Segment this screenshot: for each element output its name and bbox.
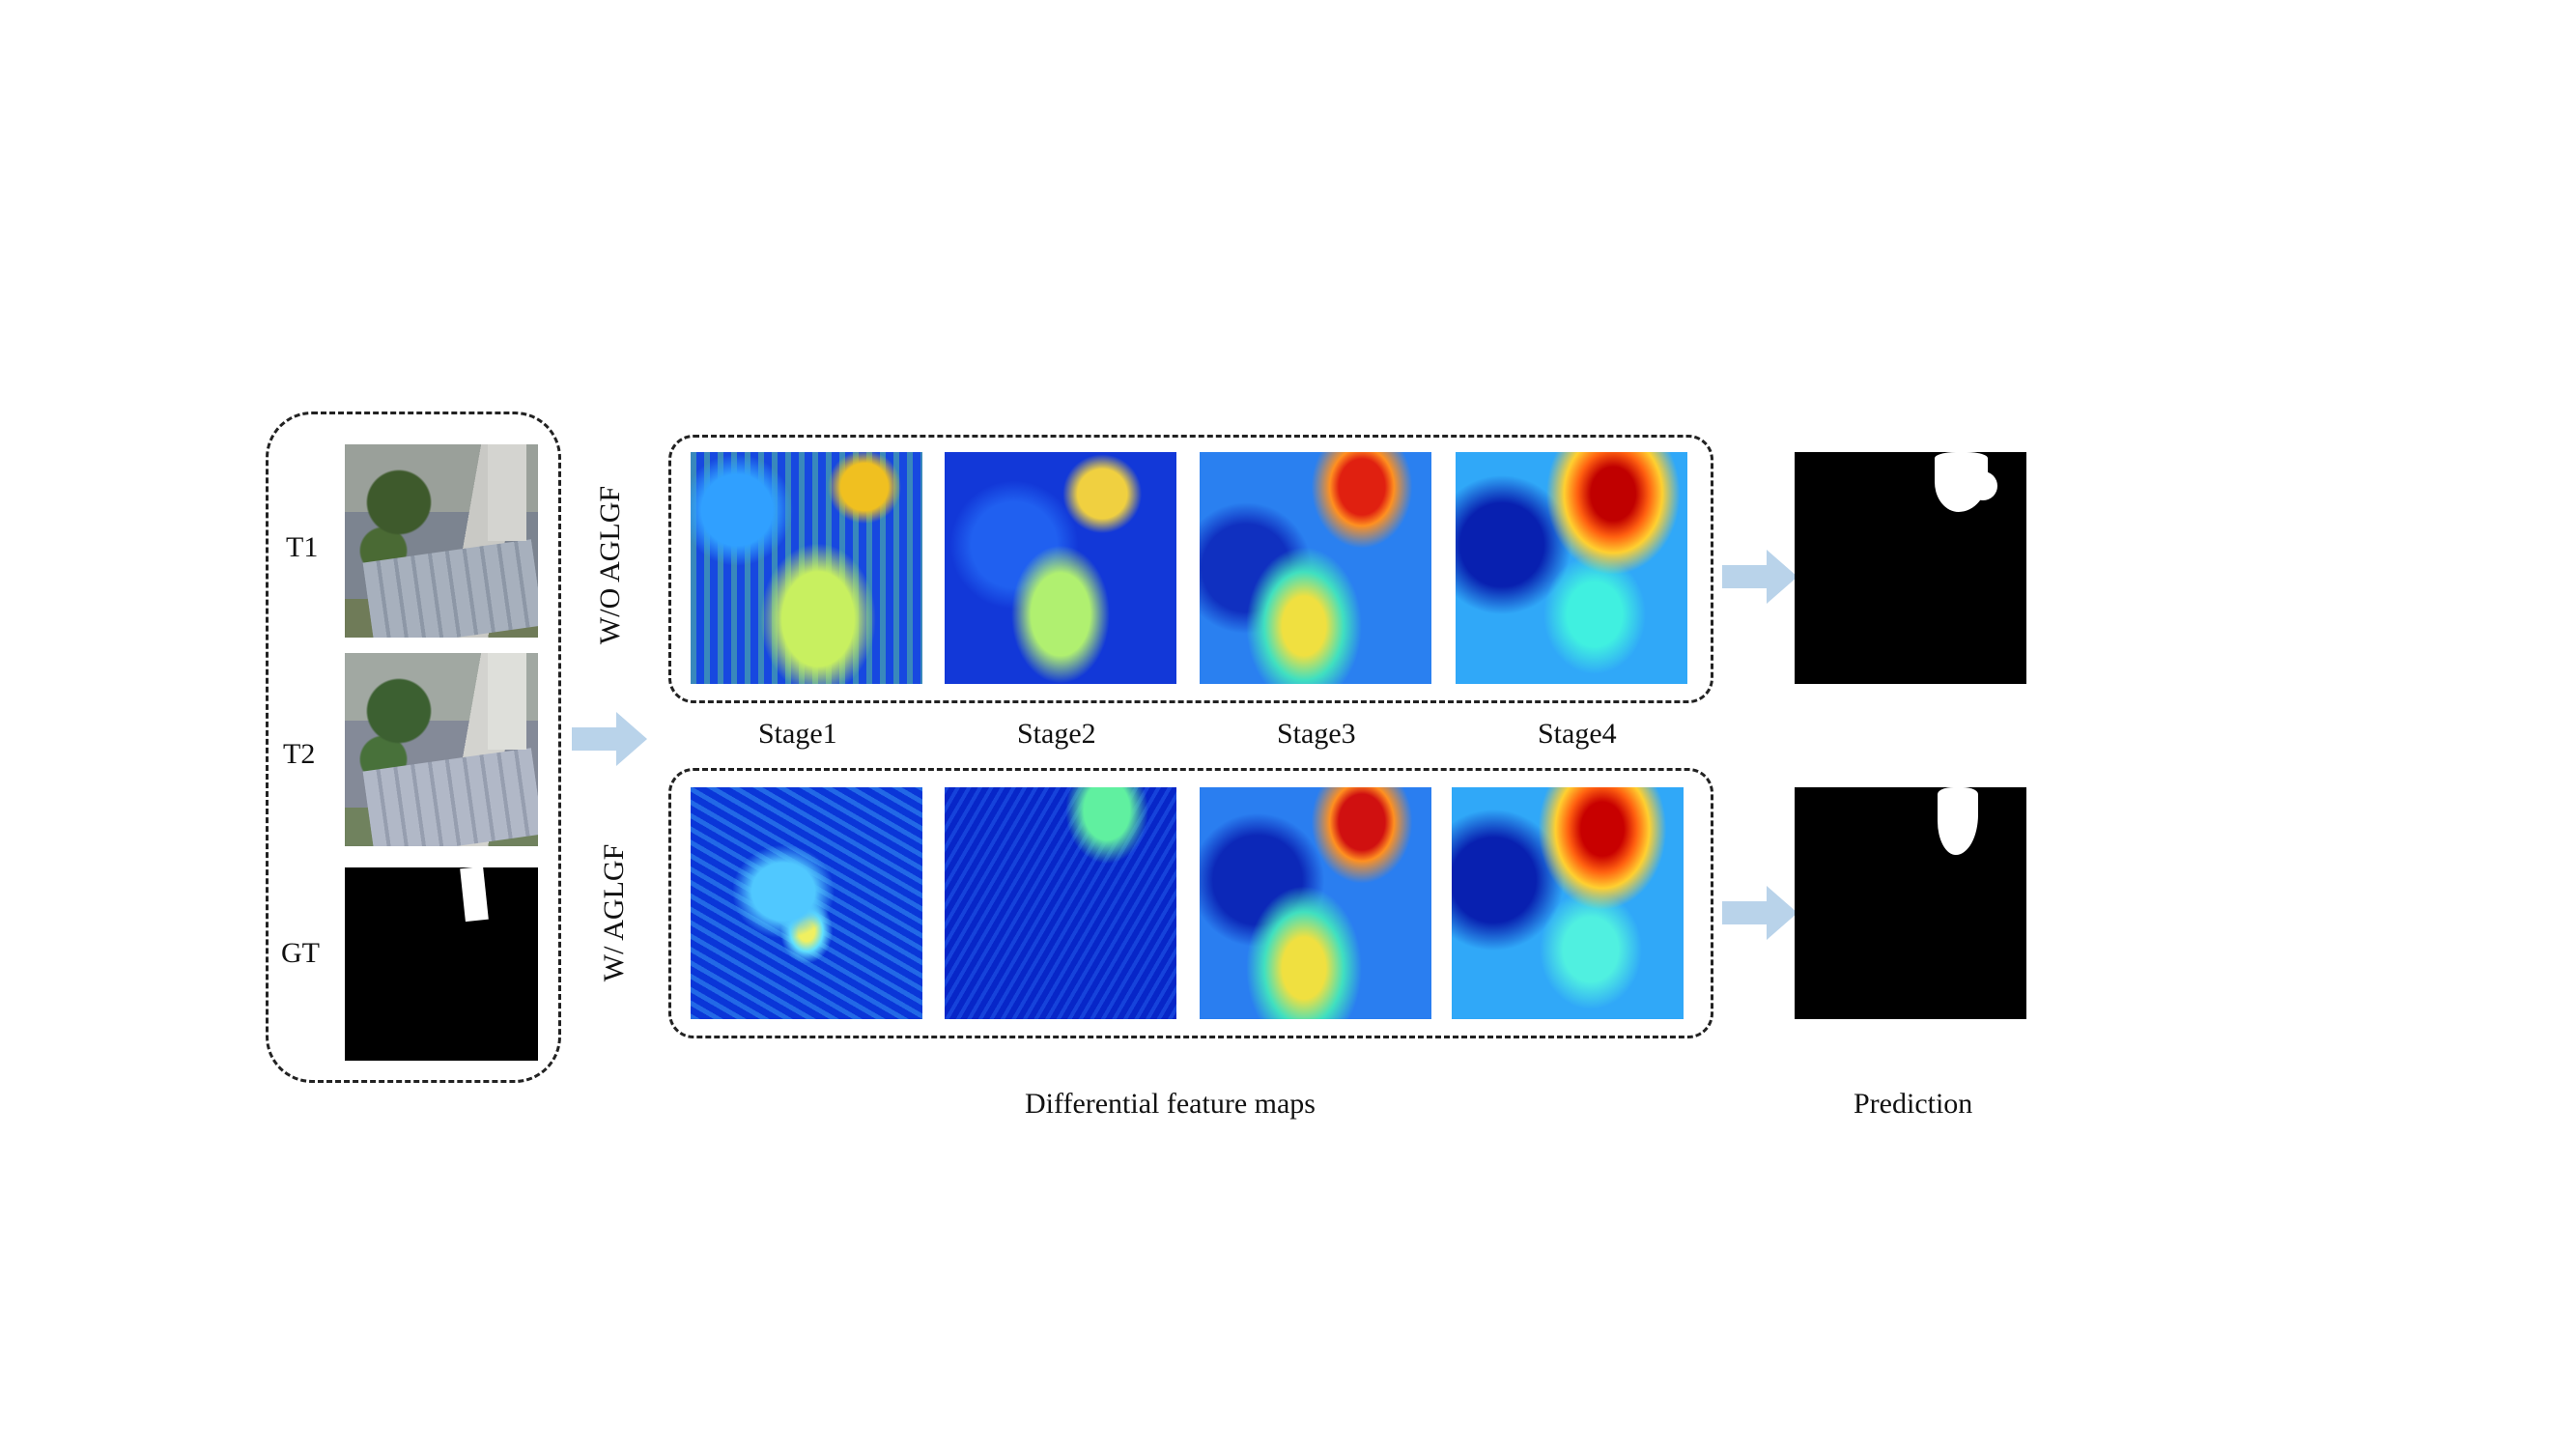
stage2-label: Stage2 — [1017, 718, 1096, 750]
stage4-map-with — [1452, 787, 1684, 1019]
input-arrow-icon — [572, 712, 647, 766]
with-aglgf-box — [668, 768, 1713, 1038]
input-panel — [266, 412, 561, 1083]
stage3-map-without — [1200, 452, 1431, 684]
prediction-caption: Prediction — [1854, 1088, 1973, 1120]
stage1-map-with — [691, 787, 922, 1019]
feature-maps-caption: Differential feature maps — [1025, 1088, 1316, 1120]
prediction-arrow-top-icon — [1722, 550, 1798, 604]
stage4-map-without — [1456, 452, 1687, 684]
stage3-label: Stage3 — [1277, 718, 1356, 750]
stage4-label: Stage4 — [1538, 718, 1617, 750]
row-label-with: W/ AGLGF — [598, 843, 630, 982]
stage3-map-with — [1200, 787, 1431, 1019]
without-aglgf-box — [668, 435, 1713, 703]
prediction-arrow-bottom-icon — [1722, 886, 1798, 940]
stage2-map-without — [945, 452, 1176, 684]
gt-label: GT — [281, 937, 320, 969]
stage1-map-without — [691, 452, 922, 684]
prediction-without — [1795, 452, 2026, 684]
stage2-map-with — [945, 787, 1176, 1019]
t1-label: T1 — [286, 531, 319, 563]
gt-image — [345, 867, 538, 1061]
stage1-label: Stage1 — [758, 718, 837, 750]
t2-label: T2 — [283, 738, 316, 770]
t1-image — [345, 444, 538, 638]
row-label-without: W/O AGLGF — [594, 485, 626, 645]
t2-image — [345, 653, 538, 846]
prediction-with — [1795, 787, 2026, 1019]
